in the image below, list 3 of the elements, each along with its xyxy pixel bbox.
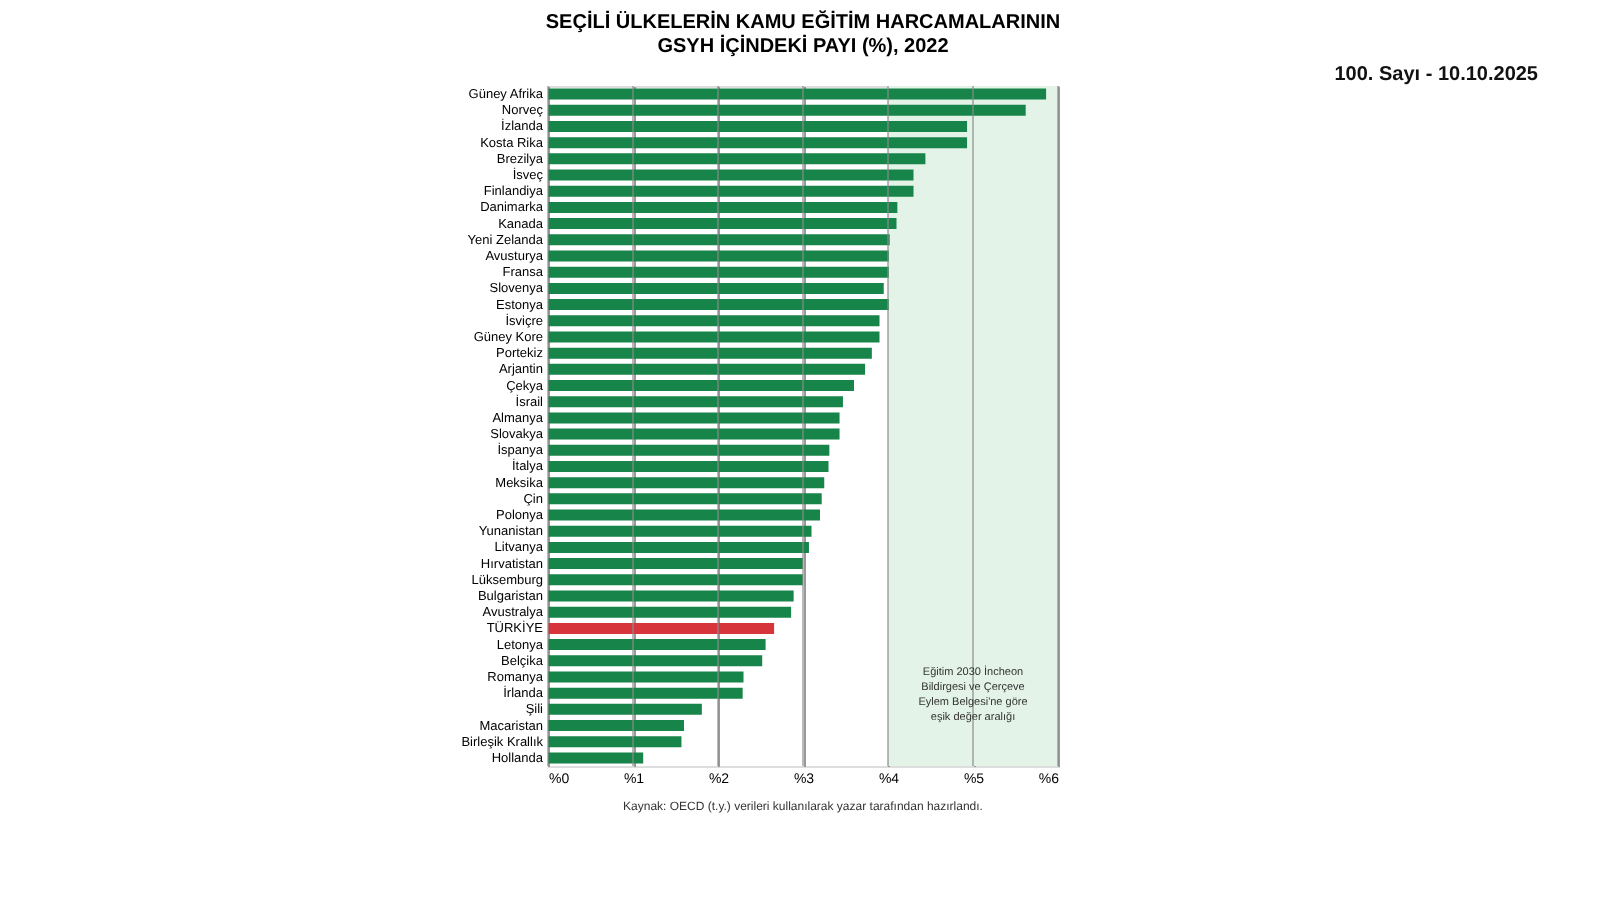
text: SEÇİLİ ÜLKELERİN KAMU EĞİTİM HARCAMALARININ: [545, 12, 1061, 34]
text: 100. Sayı - 10.10.2025: [1334, 64, 1539, 86]
text: GSYH İÇİNDEKİ PAYI (%), 2022: [657, 36, 949, 58]
